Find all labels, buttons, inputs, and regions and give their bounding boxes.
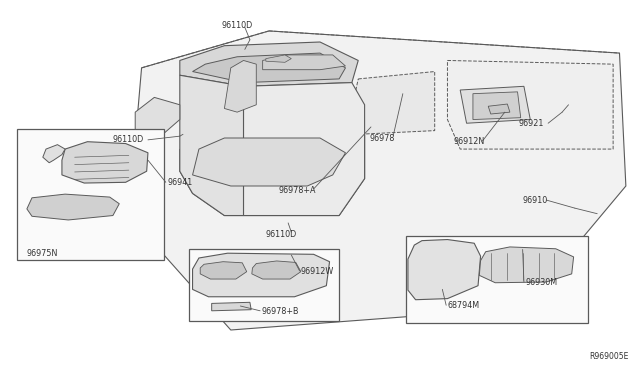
Text: 96110D: 96110D — [266, 230, 297, 239]
Polygon shape — [129, 31, 626, 330]
Text: 96930M: 96930M — [525, 278, 557, 287]
Text: 96110D: 96110D — [113, 135, 144, 144]
Bar — [406, 236, 588, 323]
Polygon shape — [180, 75, 244, 215]
Text: 96921: 96921 — [519, 119, 544, 128]
Text: 96110D: 96110D — [221, 21, 253, 30]
Polygon shape — [488, 104, 510, 114]
Polygon shape — [408, 240, 481, 300]
Polygon shape — [200, 262, 246, 279]
Polygon shape — [27, 194, 119, 220]
Polygon shape — [193, 138, 346, 186]
Text: R969005E: R969005E — [589, 352, 629, 361]
Polygon shape — [62, 142, 148, 183]
Polygon shape — [193, 53, 346, 83]
Polygon shape — [244, 83, 365, 215]
Polygon shape — [473, 92, 521, 119]
Polygon shape — [460, 86, 531, 123]
Polygon shape — [479, 247, 573, 283]
Text: 96912W: 96912W — [301, 267, 334, 276]
Bar — [189, 249, 339, 321]
Polygon shape — [180, 42, 358, 86]
Bar — [17, 129, 164, 260]
Polygon shape — [352, 71, 435, 134]
Polygon shape — [225, 61, 256, 112]
Polygon shape — [266, 55, 291, 62]
Text: 96978: 96978 — [370, 134, 395, 142]
Polygon shape — [180, 134, 365, 215]
Polygon shape — [135, 97, 180, 142]
Polygon shape — [262, 55, 346, 70]
Text: 96941: 96941 — [167, 178, 192, 187]
Text: 96975N: 96975N — [27, 249, 58, 258]
Polygon shape — [447, 61, 613, 149]
Polygon shape — [212, 302, 251, 311]
Text: 96978+A: 96978+A — [278, 186, 316, 195]
Text: 96910: 96910 — [523, 196, 548, 205]
Text: 96912N: 96912N — [454, 137, 485, 146]
Polygon shape — [193, 253, 330, 297]
Text: 96978+B: 96978+B — [261, 307, 299, 316]
Polygon shape — [43, 145, 65, 163]
Polygon shape — [252, 261, 301, 279]
Text: 68794M: 68794M — [447, 301, 479, 311]
